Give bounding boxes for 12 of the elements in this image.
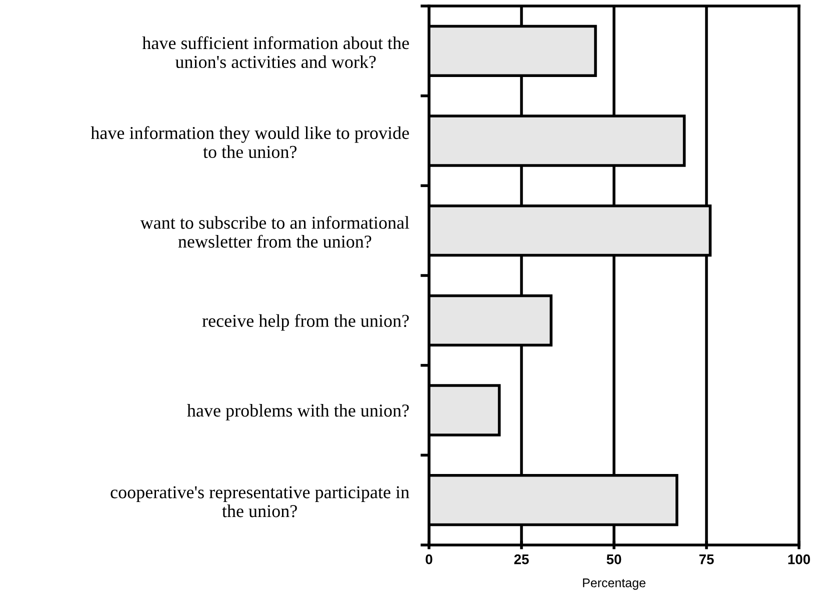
y-tick-label: have sufficient information about the union's activities and work? (142, 36, 409, 68)
x-axis-title: Percentage (583, 578, 646, 590)
y-tick-label: cooperative's representative participate in the union? (110, 486, 410, 518)
y-tick-label: have information they would like to provide to the union? (90, 126, 409, 158)
x-tick-label: 100 (788, 554, 810, 564)
x-tick-label: 25 (514, 554, 529, 564)
x-tick-label: 75 (699, 554, 714, 564)
y-tick-label: have problems with the union? (187, 404, 409, 420)
y-tick-label: want to subscribe to an informational newsletter from the union? (140, 216, 410, 248)
y-tick-label: receive help from the union? (202, 314, 409, 331)
x-tick-label: 50 (606, 554, 622, 564)
x-tick-label: 0 (426, 554, 432, 564)
